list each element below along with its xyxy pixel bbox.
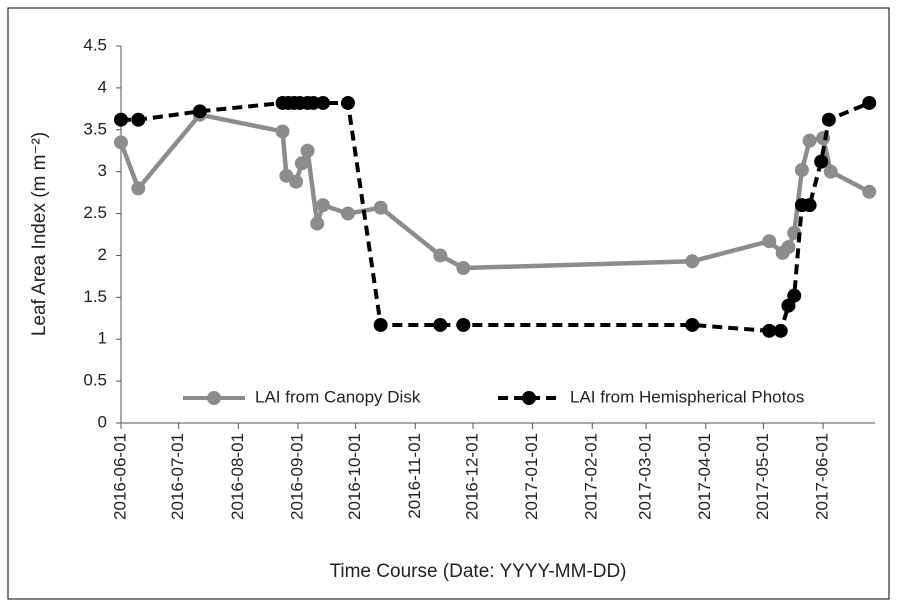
data-point: [114, 112, 128, 127]
data-point: [802, 198, 817, 213]
data-point: [773, 323, 788, 338]
x-tick-label: 2016-07-01: [168, 433, 187, 520]
data-point: [310, 216, 325, 231]
data-point: [823, 164, 838, 179]
data-point: [762, 323, 777, 338]
data-point: [781, 240, 796, 255]
y-tick-label: 4.5: [83, 35, 107, 54]
data-point: [862, 184, 877, 199]
data-point: [802, 133, 817, 148]
data-point: [275, 124, 290, 139]
x-tick-label: 2016-12-01: [462, 433, 481, 520]
frame: [7, 7, 890, 600]
legend-label: LAI from Canopy Disk: [255, 387, 421, 406]
data-point: [315, 95, 330, 110]
y-axis-label: Leaf Area Index (m m⁻²): [29, 132, 50, 336]
x-tick-label: 2016-11-01: [405, 433, 424, 519]
data-point: [114, 135, 128, 150]
x-tick-label: 2016-06-01: [110, 433, 129, 520]
legend-marker: [207, 391, 221, 405]
y-tick-label: 0.5: [83, 371, 107, 390]
data-point: [456, 317, 471, 332]
data-point: [456, 261, 471, 276]
data-point: [685, 254, 700, 269]
x-tick-label: 2017-04-01: [695, 433, 714, 520]
data-point: [131, 112, 146, 127]
data-point: [787, 288, 802, 303]
data-point: [340, 206, 355, 221]
data-point: [294, 156, 309, 171]
data-point: [821, 112, 836, 127]
data-point: [814, 154, 829, 169]
data-point: [433, 248, 448, 263]
data-point: [131, 181, 146, 196]
x-tick-label: 2017-02-01: [582, 433, 601, 520]
x-tick-label: 2017-05-01: [753, 433, 772, 520]
x-tick-label: 2016-08-01: [228, 433, 247, 520]
data-point: [306, 95, 321, 110]
x-tick-label: 2016-09-01: [287, 433, 306, 520]
data-point: [794, 162, 809, 177]
data-point: [373, 317, 388, 332]
x-tick-label: 2017-03-01: [636, 433, 655, 520]
y-tick-label: 1.5: [83, 287, 107, 306]
data-point: [373, 200, 388, 215]
legend-marker: [522, 391, 536, 405]
x-tick-label: 2017-01-01: [522, 433, 541, 520]
data-point: [433, 317, 448, 332]
data-point: [192, 104, 207, 119]
y-tick-label: 3.5: [83, 119, 107, 138]
data-point: [289, 174, 304, 189]
y-tick-label: 2.5: [83, 203, 107, 222]
data-point: [762, 234, 777, 249]
data-point: [315, 198, 330, 213]
x-tick-label: 2017-06-01: [813, 433, 832, 520]
data-point: [340, 95, 355, 110]
y-tick-label: 4: [98, 77, 107, 96]
legend-label: LAI from Hemispherical Photos: [570, 387, 804, 406]
data-point: [300, 143, 315, 158]
x-tick-label: 2016-10-01: [345, 433, 364, 520]
y-tick-label: 0: [98, 412, 107, 431]
data-point: [862, 95, 877, 110]
y-tick-label: 3: [98, 161, 107, 180]
y-tick-label: 2: [98, 245, 107, 264]
x-axis-label: Time Course (Date: YYYY-MM-DD): [329, 561, 626, 582]
data-point: [685, 317, 700, 332]
y-tick-label: 1: [98, 329, 107, 348]
